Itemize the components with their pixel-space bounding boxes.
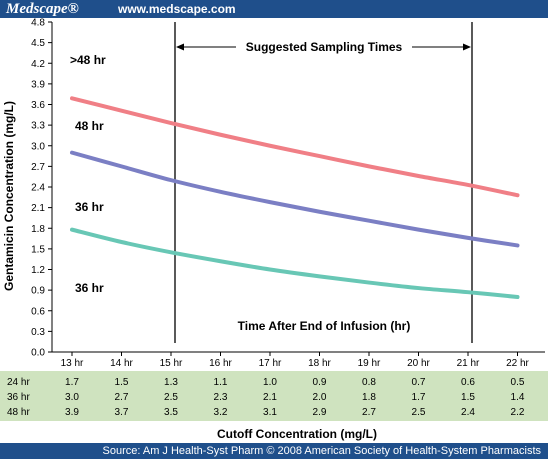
y-tick-label: 4.2 (31, 59, 45, 70)
y-tick-label: 4.8 (31, 18, 45, 29)
series-line (70, 150, 520, 248)
table-cell: 2.4 (461, 407, 475, 418)
y-tick-label: 0.6 (31, 306, 45, 317)
x-tick-label: 21 hr (457, 358, 480, 369)
table-cell: 1.3 (164, 377, 178, 388)
series-group (70, 96, 520, 299)
table-cell: 3.1 (263, 407, 277, 418)
y-tick-label: 3.9 (31, 79, 45, 90)
y-tick-label: 1.8 (31, 224, 45, 235)
x-tick-label: 13 hr (61, 358, 84, 369)
series-line (70, 96, 520, 198)
table-cell: 0.8 (362, 377, 376, 388)
y-tick-label: 2.7 (31, 162, 45, 173)
brand-logo: Medscape® (6, 1, 79, 17)
sampling-lines: Suggested Sampling Times Time After End o… (174, 22, 473, 343)
region-label: >48 hr (70, 53, 106, 67)
table-cell: 2.3 (214, 392, 228, 403)
x-tick-label: 20 hr (407, 358, 430, 369)
y-tick-label: 2.1 (31, 203, 45, 214)
table-cell: 3.5 (164, 407, 178, 418)
table-cell: 2.9 (313, 407, 327, 418)
series-label: 36 hr (75, 200, 104, 214)
y-tick-label: 0.3 (31, 327, 45, 338)
table-cell: 2.5 (412, 407, 426, 418)
x-axis: 13 hr 14 hr 15 hr 16 hr 17 hr 18 hr 19 hr 20 hr… (52, 351, 545, 369)
table-cell: 1.4 (511, 392, 525, 403)
series-label: 36 hr (75, 281, 104, 295)
table-cell: 3.7 (115, 407, 129, 418)
y-tick-label: 1.2 (31, 265, 45, 276)
table-cell: 1.1 (214, 377, 228, 388)
infusion-annotation: Time After End of Infusion (hr) (238, 319, 411, 333)
table-cell: 1.7 (65, 377, 79, 388)
y-tick-label: 0.9 (31, 286, 45, 297)
table-background (0, 371, 548, 421)
series-label: 48 hr (75, 119, 104, 133)
table-cell: 0.6 (461, 377, 475, 388)
table-cell: 2.2 (511, 407, 525, 418)
table-cell: 0.7 (412, 377, 426, 388)
arrowhead-left (176, 43, 184, 51)
table-cell: 0.5 (511, 377, 525, 388)
table-cell: 3.9 (65, 407, 79, 418)
y-tick-label: 3.0 (31, 141, 45, 152)
x-tick-label: 19 hr (358, 358, 381, 369)
table-row-label: 48 hr (7, 407, 30, 418)
table-cell: 3.2 (214, 407, 228, 418)
site-url: www.medscape.com (118, 2, 236, 16)
table-cell: 2.5 (164, 392, 178, 403)
table-cell: 2.0 (313, 392, 327, 403)
table-row-label: 36 hr (7, 392, 30, 403)
table-cell: 2.7 (115, 392, 129, 403)
value-table: 24 hr 1.7 1.5 1.3 1.1 1.0 0.9 0.8 0.7 0.6 0.5 36 hr… (7, 377, 525, 418)
x-tick-label: 18 hr (308, 358, 331, 369)
arrowhead-right (463, 43, 471, 51)
y-tick-label: 2.4 (31, 183, 45, 194)
x-tick-label: 15 hr (160, 358, 183, 369)
chart: 0.0 0.3 0.6 0.9 1.2 1.5 1.8 2.1 2.4 2.7 3.0 3.3 3.6 3… (0, 18, 548, 441)
table-cell: 1.5 (115, 377, 129, 388)
footer-bar: Source: Am J Health-Syst Pharm © 2008 Am… (0, 443, 548, 459)
table-cell: 1.7 (412, 392, 426, 403)
y-tick-label: 4.5 (31, 38, 45, 49)
y-tick-label: 0.0 (31, 348, 45, 359)
series-line (70, 227, 520, 299)
y-tick-label: 3.3 (31, 121, 45, 132)
table-cell: 1.5 (461, 392, 475, 403)
header-bar: Medscape® www.medscape.com (0, 0, 548, 18)
source-citation: Source: Am J Health-Syst Pharm © 2008 Am… (102, 445, 542, 457)
table-cell: 1.0 (263, 377, 277, 388)
table-cell: 1.8 (362, 392, 376, 403)
table-row-label: 24 hr (7, 377, 30, 388)
x-tick-label: 17 hr (259, 358, 282, 369)
y-axis-title: Gentamicin Concentration (mg/L) (2, 101, 16, 291)
table-cell: 0.9 (313, 377, 327, 388)
table-cell: 2.1 (263, 392, 277, 403)
sampling-annotation: Suggested Sampling Times (246, 40, 403, 54)
y-tick-label: 1.5 (31, 244, 45, 255)
x-tick-label: 16 hr (209, 358, 232, 369)
table-cell: 2.7 (362, 407, 376, 418)
table-cell: 3.0 (65, 392, 79, 403)
x-tick-label: 14 hr (110, 358, 133, 369)
x-axis-title: Cutoff Concentration (mg/L) (217, 427, 377, 441)
y-axis: 0.0 0.3 0.6 0.9 1.2 1.5 1.8 2.1 2.4 2.7 3.0 3.3 3.6 3… (31, 18, 53, 359)
y-tick-label: 3.6 (31, 100, 45, 111)
x-tick-label: 22 hr (506, 358, 529, 369)
labels-group: >48 hr 48 hr 36 hr 36 hr (70, 53, 106, 295)
